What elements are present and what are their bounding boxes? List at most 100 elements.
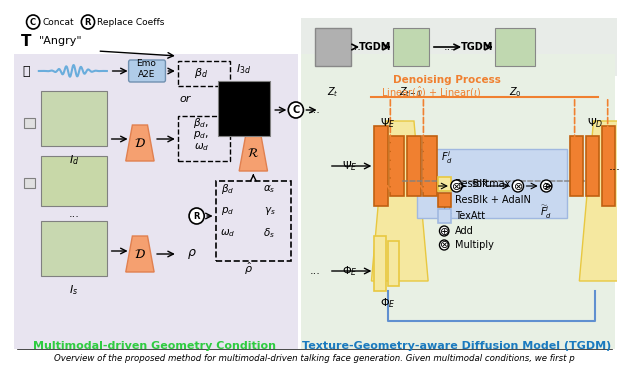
Text: ...: ... bbox=[68, 209, 79, 219]
FancyBboxPatch shape bbox=[41, 221, 107, 276]
Text: $Z_t$: $Z_t$ bbox=[327, 85, 339, 99]
Text: "Angry": "Angry" bbox=[39, 36, 83, 46]
FancyBboxPatch shape bbox=[24, 178, 35, 188]
FancyBboxPatch shape bbox=[374, 236, 386, 291]
Text: Emo
A2E: Emo A2E bbox=[136, 59, 157, 79]
FancyBboxPatch shape bbox=[41, 91, 107, 146]
Text: TexAtt: TexAtt bbox=[454, 211, 484, 221]
Text: $\mathcal{R}$: $\mathcal{R}$ bbox=[247, 147, 259, 160]
Text: T: T bbox=[21, 33, 32, 49]
Circle shape bbox=[512, 180, 524, 192]
Text: C: C bbox=[292, 105, 300, 115]
Text: ...: ... bbox=[608, 160, 620, 173]
Text: ...: ... bbox=[309, 105, 320, 115]
Text: Multimodal-driven Geometry Condition: Multimodal-driven Geometry Condition bbox=[33, 341, 276, 351]
FancyBboxPatch shape bbox=[374, 126, 387, 206]
Text: $\delta_s$: $\delta_s$ bbox=[264, 226, 275, 240]
Text: Concat: Concat bbox=[43, 17, 74, 26]
FancyBboxPatch shape bbox=[41, 156, 107, 206]
Text: $p_d$: $p_d$ bbox=[221, 205, 234, 217]
Text: $\otimes$: $\otimes$ bbox=[439, 240, 449, 250]
Polygon shape bbox=[126, 125, 154, 161]
Text: R: R bbox=[84, 17, 92, 26]
Text: Replace Coeffs: Replace Coeffs bbox=[97, 17, 164, 26]
Text: $F_s^i$: $F_s^i$ bbox=[442, 203, 452, 220]
Text: $\gamma_s$: $\gamma_s$ bbox=[264, 205, 275, 217]
Polygon shape bbox=[126, 236, 154, 272]
Text: $\Phi_E$: $\Phi_E$ bbox=[380, 296, 396, 310]
Circle shape bbox=[26, 15, 40, 29]
Text: $\oplus$: $\oplus$ bbox=[541, 181, 552, 191]
FancyBboxPatch shape bbox=[602, 126, 615, 206]
Text: or: or bbox=[180, 94, 191, 104]
Text: $\Psi_E$: $\Psi_E$ bbox=[342, 159, 358, 173]
Text: ...: ... bbox=[351, 42, 362, 52]
Text: Denoising Process: Denoising Process bbox=[393, 75, 501, 85]
Text: $\otimes$: $\otimes$ bbox=[451, 181, 461, 191]
Text: $I_s$: $I_s$ bbox=[69, 283, 78, 297]
Text: 🔊: 🔊 bbox=[23, 65, 30, 78]
FancyBboxPatch shape bbox=[24, 118, 35, 128]
Text: $\beta_d,$: $\beta_d,$ bbox=[193, 116, 209, 130]
FancyBboxPatch shape bbox=[393, 28, 429, 66]
Text: $\alpha_s$: $\alpha_s$ bbox=[263, 183, 276, 195]
Text: $\mathcal{D}$: $\mathcal{D}$ bbox=[134, 247, 146, 260]
Text: $\Psi_E$: $\Psi_E$ bbox=[380, 116, 396, 130]
Circle shape bbox=[451, 180, 462, 192]
FancyBboxPatch shape bbox=[129, 60, 166, 82]
Text: $I_d$: $I_d$ bbox=[68, 153, 79, 167]
Circle shape bbox=[541, 180, 552, 192]
Text: C: C bbox=[30, 17, 36, 26]
Text: $\Psi_D$: $\Psi_D$ bbox=[587, 116, 604, 130]
Text: $\omega_d$: $\omega_d$ bbox=[194, 141, 209, 153]
Text: $\omega_d$: $\omega_d$ bbox=[220, 227, 236, 239]
FancyBboxPatch shape bbox=[387, 241, 399, 286]
Text: Texture-Geometry-aware Diffusion Model (TGDM): Texture-Geometry-aware Diffusion Model (… bbox=[302, 341, 611, 351]
FancyBboxPatch shape bbox=[570, 136, 583, 196]
Text: $\mathcal{D}$: $\mathcal{D}$ bbox=[134, 137, 146, 150]
FancyBboxPatch shape bbox=[407, 136, 420, 196]
FancyBboxPatch shape bbox=[424, 136, 436, 196]
Circle shape bbox=[81, 15, 95, 29]
FancyBboxPatch shape bbox=[301, 54, 615, 349]
FancyBboxPatch shape bbox=[14, 54, 298, 349]
Text: TGDM: TGDM bbox=[359, 42, 392, 52]
Text: $F_d^i$: $F_d^i$ bbox=[441, 149, 453, 166]
Text: $\widetilde{F}_d^i$: $\widetilde{F}_d^i$ bbox=[540, 203, 552, 221]
Text: Overview of the proposed method for multimodal-driven talking face generation. G: Overview of the proposed method for mult… bbox=[54, 354, 575, 363]
Circle shape bbox=[440, 226, 449, 236]
Polygon shape bbox=[579, 121, 636, 281]
Text: softmax: softmax bbox=[472, 179, 511, 189]
FancyBboxPatch shape bbox=[218, 81, 270, 136]
Polygon shape bbox=[239, 135, 268, 171]
FancyBboxPatch shape bbox=[586, 136, 599, 196]
FancyBboxPatch shape bbox=[390, 136, 404, 196]
Text: Multiply: Multiply bbox=[454, 240, 493, 250]
Text: ResBlk + AdaIN: ResBlk + AdaIN bbox=[454, 195, 531, 205]
Text: $\hat{\rho}$: $\hat{\rho}$ bbox=[244, 261, 253, 278]
Text: Add: Add bbox=[454, 226, 474, 236]
Text: $Z_{t-1}$: $Z_{t-1}$ bbox=[399, 85, 423, 99]
Text: $\beta_d$: $\beta_d$ bbox=[195, 66, 209, 80]
Text: R: R bbox=[193, 211, 200, 220]
Circle shape bbox=[189, 208, 204, 224]
Polygon shape bbox=[371, 121, 428, 281]
Text: TGDM: TGDM bbox=[461, 42, 493, 52]
FancyBboxPatch shape bbox=[417, 149, 567, 218]
Text: $\otimes$: $\otimes$ bbox=[513, 181, 523, 191]
Text: $\oplus$: $\oplus$ bbox=[439, 226, 449, 236]
Text: ...: ... bbox=[309, 266, 320, 276]
FancyBboxPatch shape bbox=[315, 28, 351, 66]
Text: ResBlk: ResBlk bbox=[454, 179, 487, 189]
Text: $p_d,$: $p_d,$ bbox=[193, 129, 209, 141]
FancyBboxPatch shape bbox=[495, 28, 535, 66]
Text: ...: ... bbox=[444, 42, 454, 52]
Text: $\Phi_E$: $\Phi_E$ bbox=[342, 264, 358, 278]
FancyBboxPatch shape bbox=[301, 18, 617, 76]
Text: $I_{3d}$: $I_{3d}$ bbox=[236, 62, 252, 76]
FancyBboxPatch shape bbox=[438, 209, 451, 223]
Text: $\rho$: $\rho$ bbox=[187, 247, 197, 261]
Circle shape bbox=[288, 102, 303, 118]
FancyBboxPatch shape bbox=[438, 177, 451, 191]
Text: Linear($\hat{\rho}$) + Linear($\iota$): Linear($\hat{\rho}$) + Linear($\iota$) bbox=[381, 85, 482, 101]
